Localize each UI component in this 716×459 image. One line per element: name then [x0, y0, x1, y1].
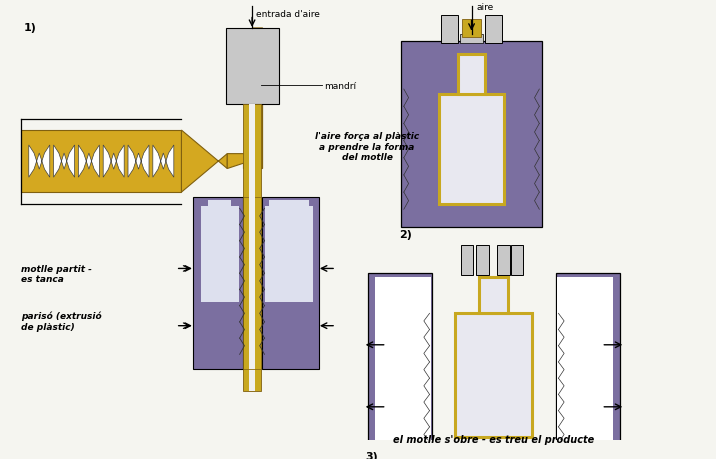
Text: 2): 2)	[399, 230, 412, 240]
Polygon shape	[54, 146, 74, 178]
Text: 3): 3)	[366, 451, 378, 459]
Polygon shape	[29, 146, 49, 178]
Bar	[226, 29, 279, 105]
Bar	[485, 16, 502, 44]
Bar	[367, 274, 432, 450]
Text: el motlle s'obre - es treu el producte: el motlle s'obre - es treu el producte	[393, 434, 594, 443]
Polygon shape	[181, 131, 227, 193]
Bar	[462, 20, 481, 38]
Polygon shape	[227, 29, 263, 169]
Polygon shape	[153, 146, 174, 178]
Bar	[476, 245, 489, 275]
Bar	[401, 42, 542, 228]
Bar	[266, 207, 313, 302]
Bar	[269, 200, 309, 231]
Bar	[193, 197, 243, 369]
Bar	[375, 277, 430, 446]
Bar	[200, 207, 238, 302]
Bar	[458, 55, 485, 95]
Polygon shape	[103, 146, 124, 178]
Bar	[556, 274, 621, 450]
Bar	[511, 245, 523, 275]
Bar	[21, 131, 181, 193]
Bar	[439, 95, 504, 204]
Bar	[261, 197, 319, 369]
Bar	[498, 245, 510, 275]
Bar	[208, 200, 231, 231]
Text: l'aire força al plàstic
a prendre la forma
del motlle: l'aire força al plàstic a prendre la for…	[315, 132, 420, 162]
Bar	[441, 16, 458, 44]
Text: motlle partit -
es tanca: motlle partit - es tanca	[21, 264, 92, 283]
Bar	[243, 105, 261, 391]
Bar	[249, 197, 255, 369]
Bar	[455, 313, 532, 437]
Text: parisó (extrusió
de plàstic): parisó (extrusió de plàstic)	[21, 311, 102, 331]
Text: mandrí: mandrí	[324, 82, 356, 90]
Bar	[479, 277, 508, 313]
Polygon shape	[128, 146, 149, 178]
Bar	[558, 277, 613, 446]
Bar	[461, 245, 473, 275]
Text: aire: aire	[476, 3, 493, 12]
Bar	[249, 105, 255, 391]
Bar	[460, 34, 483, 44]
Text: entrada d'aire: entrada d'aire	[256, 10, 320, 19]
Bar	[243, 197, 261, 369]
Text: 1): 1)	[24, 23, 37, 33]
Polygon shape	[78, 146, 100, 178]
